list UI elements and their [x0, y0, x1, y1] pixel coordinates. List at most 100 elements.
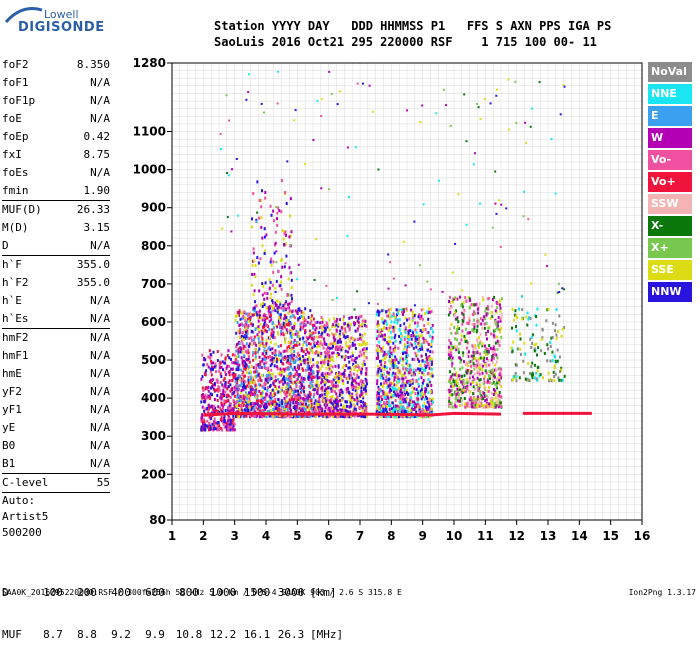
echo-point: [355, 365, 357, 368]
echo-point: [317, 366, 319, 369]
echo-point: [484, 399, 486, 402]
echo-point: [237, 215, 239, 217]
echo-point: [220, 133, 222, 135]
echo-point: [325, 352, 327, 355]
echo-point: [330, 407, 332, 410]
echo-point: [380, 373, 382, 376]
echo-point: [438, 180, 440, 182]
echo-point: [345, 341, 347, 344]
y-tick-label: 500: [141, 353, 166, 367]
echo-point: [233, 418, 235, 421]
echo-point: [461, 375, 463, 378]
echo-point: [264, 329, 266, 332]
echo-point: [350, 405, 352, 408]
echo-point: [463, 386, 465, 389]
x-tick-label: 13: [540, 529, 557, 543]
legend-vo: Vo-: [648, 150, 692, 170]
echo-point: [362, 319, 364, 322]
echo-point: [266, 324, 268, 327]
echo-point: [255, 384, 257, 387]
x-tick-label: 8: [387, 529, 395, 543]
echo-point: [220, 362, 222, 365]
echo-point: [343, 335, 345, 338]
echo-point: [354, 357, 356, 360]
echo-point: [247, 409, 249, 412]
echo-point: [472, 392, 474, 395]
echo-point: [410, 391, 412, 394]
echo-point: [402, 367, 404, 370]
echo-point: [254, 352, 256, 355]
echo-point: [480, 333, 482, 336]
echo-point: [380, 363, 382, 366]
echo-point: [270, 341, 272, 344]
echo-point: [254, 300, 256, 303]
echo-point: [207, 356, 209, 359]
echo-point: [482, 372, 484, 375]
echo-point: [427, 349, 429, 352]
echo-point: [214, 398, 216, 401]
echo-point: [270, 258, 272, 261]
echo-point: [384, 365, 386, 368]
echo-point: [286, 349, 288, 352]
echo-point: [202, 389, 204, 392]
echo-point: [217, 405, 219, 408]
echo-point: [253, 366, 255, 369]
echo-point: [418, 378, 420, 381]
echo-point: [299, 357, 301, 360]
echo-point: [306, 348, 308, 351]
echo-point: [286, 374, 288, 377]
echo-point: [273, 327, 275, 330]
echo-point: [201, 425, 203, 428]
echo-point: [429, 398, 431, 401]
echo-point: [279, 381, 281, 384]
echo-point: [478, 323, 480, 326]
echo-point: [315, 327, 317, 330]
echo-point: [531, 342, 533, 345]
echo-point: [453, 367, 455, 370]
echo-point: [405, 410, 407, 413]
echo-point: [309, 372, 311, 375]
echo-point: [262, 342, 264, 345]
echo-point: [303, 390, 305, 393]
echo-point: [329, 410, 331, 413]
echo-point: [273, 380, 275, 383]
echo-point: [252, 351, 254, 354]
echo-point: [466, 224, 468, 226]
echo-point: [293, 350, 295, 353]
echo-point: [260, 344, 262, 347]
echo-point: [354, 398, 356, 401]
echo-point: [426, 365, 428, 368]
echo-point: [469, 307, 471, 310]
echo-point: [295, 109, 297, 111]
echo-point: [289, 244, 291, 246]
echo-point: [472, 376, 474, 379]
echo-point: [325, 387, 327, 390]
echo-point: [302, 355, 304, 358]
echo-point: [274, 393, 276, 396]
echo-point: [343, 409, 345, 412]
echo-point: [534, 343, 536, 346]
echo-point: [272, 389, 274, 392]
echo-point: [219, 396, 221, 399]
echo-point: [483, 382, 485, 385]
echo-point: [307, 362, 309, 365]
echo-point: [336, 396, 338, 399]
echo-point: [284, 350, 286, 353]
echo-point: [425, 328, 427, 331]
echo-point: [451, 402, 453, 405]
echo-point: [290, 381, 292, 384]
x-tick-label: 7: [356, 529, 364, 543]
echo-point: [304, 163, 306, 165]
echo-point: [357, 83, 359, 85]
legend-vo: Vo+: [648, 172, 692, 192]
echo-point: [326, 324, 328, 327]
echo-point: [230, 422, 232, 425]
echo-point: [494, 171, 496, 173]
echo-point: [418, 410, 420, 413]
echo-point: [364, 320, 366, 323]
echo-point: [213, 428, 215, 431]
echo-point: [230, 396, 232, 399]
echo-point: [383, 384, 385, 387]
echo-point: [203, 400, 205, 403]
